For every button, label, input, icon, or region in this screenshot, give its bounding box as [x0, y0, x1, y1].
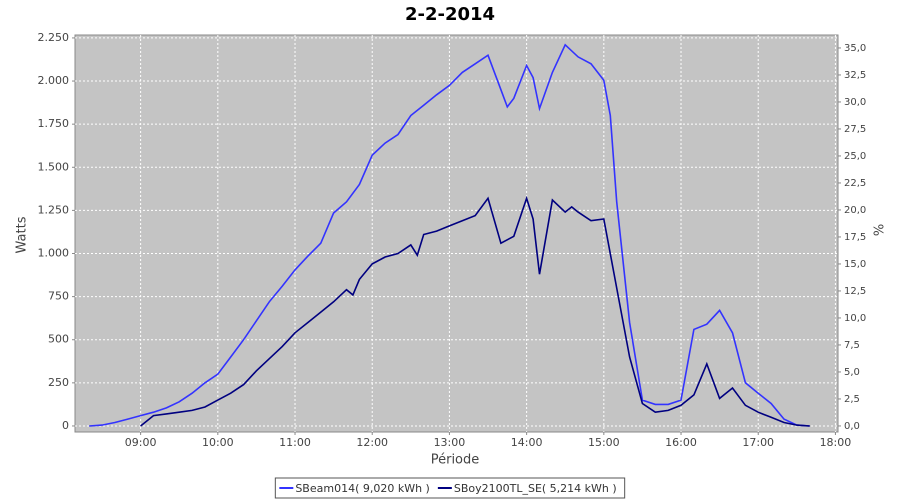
legend: SBeam014( 9,020 kWh ) SBoy2100TL_SE( 5,21…: [274, 477, 626, 499]
y2-tick-label: 2,5: [844, 394, 860, 405]
plot-area: [74, 34, 839, 433]
y2-tick-label: 30,0: [844, 97, 866, 108]
y2-tick-label: 5,0: [844, 367, 860, 378]
series-line: [89, 43, 810, 427]
y2-tick-label: 10,0: [844, 313, 866, 324]
x-tick-label: 12:00: [356, 436, 388, 449]
y2-tick-label: 22,5: [844, 178, 866, 189]
y-tick-label: 250: [48, 376, 69, 389]
chart-title: 2-2-2014: [405, 4, 495, 25]
y-tick-label: 1.750: [38, 117, 70, 130]
y2-tick-label: 20,0: [844, 205, 866, 216]
x-tick-label: 14:00: [511, 436, 543, 449]
y-tick-label: 2.250: [38, 31, 70, 44]
y2-tick-label: 15,0: [844, 259, 866, 270]
x-tick-label: 13:00: [434, 436, 466, 449]
y2-tick-label: 7,5: [844, 340, 860, 351]
x-tick-label: 10:00: [202, 436, 234, 449]
y-tick-label: 2.000: [38, 74, 70, 87]
y2-tick-label: 35,0: [844, 43, 866, 54]
x-tick-label: 11:00: [279, 436, 311, 449]
x-tick-label: 09:00: [125, 436, 157, 449]
y2-tick-label: 0,0: [844, 421, 860, 432]
y2-axis-label: %: [873, 224, 888, 236]
x-tick-label: 16:00: [665, 436, 697, 449]
x-tick-label: 17:00: [742, 436, 774, 449]
legend-label: SBeam014( 9,020 kWh ): [295, 482, 430, 495]
y-tick-label: 1.000: [38, 247, 70, 260]
x-tick-label: 18:00: [820, 436, 852, 449]
x-tick-label: 15:00: [588, 436, 620, 449]
y-tick-label: 1.250: [38, 203, 70, 216]
y2-tick-label: 17,5: [844, 232, 866, 243]
y-tick-label: 500: [48, 333, 69, 346]
series-line: [140, 195, 810, 427]
legend-label: SBoy2100TL_SE( 5,214 kWh ): [454, 482, 617, 495]
y2-tick-label: 12,5: [844, 286, 866, 297]
y-tick-label: 1.500: [38, 160, 70, 173]
x-axis-label: Période: [431, 453, 480, 468]
y2-tick-label: 27,5: [844, 124, 866, 135]
y-tick-label: 750: [48, 290, 69, 303]
y2-tick-label: 25,0: [844, 151, 866, 162]
y-axis-label: Watts: [15, 216, 30, 253]
y2-tick-label: 32,5: [844, 70, 866, 81]
y-tick-label: 0: [62, 419, 69, 432]
